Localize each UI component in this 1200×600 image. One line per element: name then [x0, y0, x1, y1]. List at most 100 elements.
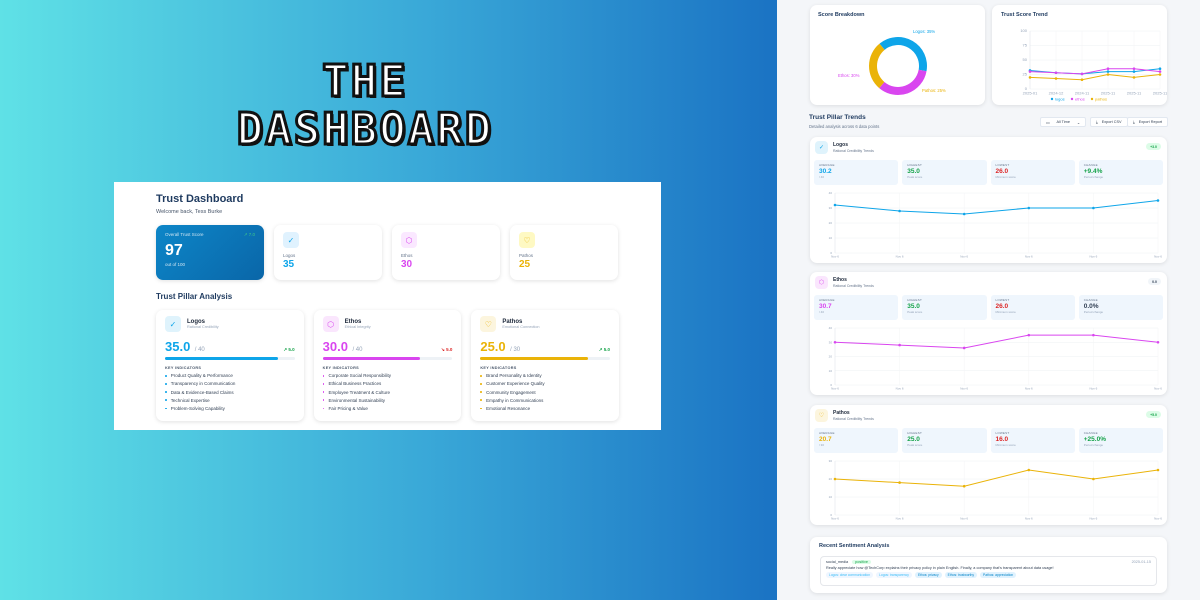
data-point: [1132, 76, 1136, 79]
data-point: [1028, 76, 1032, 79]
y-tick-label: 30: [829, 459, 833, 463]
legend-label: logos: [1055, 97, 1065, 102]
stat-highest: HIGHEST 35.0 Peak score: [902, 160, 987, 185]
pillar-subtitle: Rational Credibility Trends: [833, 284, 874, 288]
stat-lowest: LOWEST 26.0 Minimum score: [990, 295, 1075, 320]
indicator-item: Community Engagement: [480, 390, 610, 395]
logos-line-chart: 0 10 20 30 40 Nov 6 Nov 6 Nov 6 Nov 6 Nov 6 Nov 6: [829, 191, 1163, 259]
pillar-card-pathos[interactable]: ♡ Pathos Emotional Connection 25.0 / 30 ↗ 5…: [471, 310, 620, 421]
y-tick-label: 0: [830, 251, 832, 255]
data-point: [1158, 73, 1162, 76]
heart-icon: ♡: [519, 232, 535, 248]
pillar-name: Logos: [187, 319, 205, 325]
data-point: [1054, 71, 1058, 75]
data-point: [1156, 468, 1160, 472]
export-csv-button[interactable]: ⤓ Export CSV: [1090, 117, 1128, 127]
x-tick-label: Nov 6: [1089, 517, 1097, 521]
hero-title: THE DASHBOARD: [180, 56, 550, 154]
ethos-tile[interactable]: ⬡ Ethos 30: [392, 225, 500, 280]
pillar-delta: 5.0: [288, 347, 295, 352]
data-point: [898, 343, 901, 347]
data-point: [1027, 206, 1031, 210]
data-point: [1156, 199, 1160, 202]
pathos-tile[interactable]: ♡ Pathos 25: [510, 225, 618, 280]
indicator-item: Brand Personality & Identity: [480, 373, 610, 378]
overall-value: 97: [165, 242, 183, 259]
indicator-item: Corporate Social Responsibility: [322, 373, 453, 378]
data-point: [1106, 73, 1110, 76]
pillar-subtitle: Rational Credibility Trends: [833, 149, 874, 153]
stat-average: AVERAGE 30.2/ 40: [814, 160, 899, 185]
data-point: [1028, 70, 1032, 73]
slice-label: Pathos: 25%: [922, 88, 946, 93]
detail-panel: Score Breakdown Logos: 35% Ethos: 30% Path…: [777, 0, 1200, 600]
legend-label: pathos: [1095, 97, 1107, 102]
y-tick-label: 20: [829, 221, 833, 225]
pillar-name: Logos: [833, 142, 848, 148]
indicator-item: Employee Treatment & Culture: [322, 390, 453, 395]
series-line-pathos: [1029, 73, 1161, 81]
x-tick-label: 2025-11: [1101, 91, 1116, 96]
trend-down-icon: ↘: [441, 347, 447, 352]
trend-up-icon: ↗: [598, 347, 604, 352]
data-point: [833, 203, 837, 207]
shield-icon: ⬡: [401, 232, 417, 248]
data-point: [962, 346, 966, 350]
sentiment-tag: Ethos: privacy: [914, 572, 942, 578]
series-line-ethos: [1029, 68, 1161, 75]
indicator-item: Product Quality & Performance: [165, 373, 295, 378]
stat-lowest: LOWEST 16.0 Minimum score: [990, 428, 1075, 453]
indicator-item: Empathy in Communications: [480, 398, 610, 403]
export-report-button[interactable]: ⤓ Export Report: [1127, 117, 1169, 127]
x-tick-label: Nov 6: [1154, 517, 1162, 521]
indicator-item: Technical Expertise: [165, 398, 295, 403]
x-tick-label: Nov 6: [960, 387, 968, 391]
stat-lowest: LOWEST 26.0 Minimum score: [990, 160, 1075, 185]
pillar-subtitle: Rational Credibility: [187, 325, 219, 329]
x-tick-label: Nov 6: [896, 387, 904, 391]
x-tick-label: Nov 6: [831, 255, 839, 259]
overall-label: Overall Trust Score: [165, 232, 204, 237]
time-filter-select[interactable]: ▭ All Time ⌄: [1040, 117, 1086, 127]
stat-average: AVERAGE 30.7/ 40: [814, 295, 899, 320]
y-tick-label: 0: [830, 383, 832, 387]
sentiment-item[interactable]: social_media positive 2025-01-15 Really ap…: [820, 556, 1157, 586]
stat-highest: HIGHEST 25.0 Peak score: [902, 428, 987, 453]
data-point: [1158, 70, 1162, 73]
button-label: Export CSV: [1101, 120, 1122, 124]
overall-sub: out of 100: [165, 262, 186, 267]
data-point: [898, 209, 901, 213]
tile-label: Pathos: [519, 253, 534, 258]
filter-value: All Time: [1056, 120, 1070, 124]
score-breakdown-card: Score Breakdown Logos: 35% Ethos: 30% Path…: [810, 5, 985, 105]
pillar-card-ethos[interactable]: ⬡ Ethos Ethical Integrity 30.0 / 40 ↘ 5.0 K…: [313, 310, 462, 421]
data-point: [1092, 333, 1095, 337]
data-point: [1132, 70, 1136, 73]
pillar-subtitle: Emotional Connection: [502, 325, 540, 329]
pillar-delta: 5.0: [446, 347, 453, 352]
data-point: [1106, 70, 1110, 73]
overall-score-card[interactable]: Overall Trust Score ↗ 7.0 97 out of 100: [156, 225, 264, 280]
data-point: [1054, 77, 1058, 80]
y-tick-label: 20: [829, 477, 833, 481]
data-point: [1092, 477, 1095, 481]
indicator-item: Fair Pricing & Value: [322, 406, 453, 411]
welcome-text: Welcome back, Tess Burke: [156, 209, 223, 215]
pillar-card-logos[interactable]: ✓ Logos Rational Credibility 35.0 / 40 ↗ 5.…: [156, 310, 304, 421]
data-point: [1080, 78, 1084, 82]
data-point: [1158, 67, 1162, 70]
y-tick-label: 30: [829, 340, 833, 344]
x-tick-label: Nov 6: [831, 517, 839, 521]
stat-highest: HIGHEST 35.0 Peak score: [902, 295, 987, 320]
tile-value: 35: [283, 259, 295, 270]
heart-icon: ♡: [480, 316, 497, 332]
pillar-name: Ethos: [833, 277, 847, 283]
pillar-score: 30.0: [322, 339, 348, 354]
legend-marker: [1050, 97, 1054, 101]
legend-label: ethos: [1075, 97, 1085, 102]
donut-chart: Logos: 35% Ethos: 30% Pathos: 25%: [838, 29, 946, 96]
logos-tile[interactable]: ✓ Logos 35: [274, 225, 382, 280]
progress-bar: [322, 357, 453, 360]
card-title: Trust Score Trend: [1001, 12, 1048, 18]
calendar-icon: ▭: [1046, 120, 1050, 125]
